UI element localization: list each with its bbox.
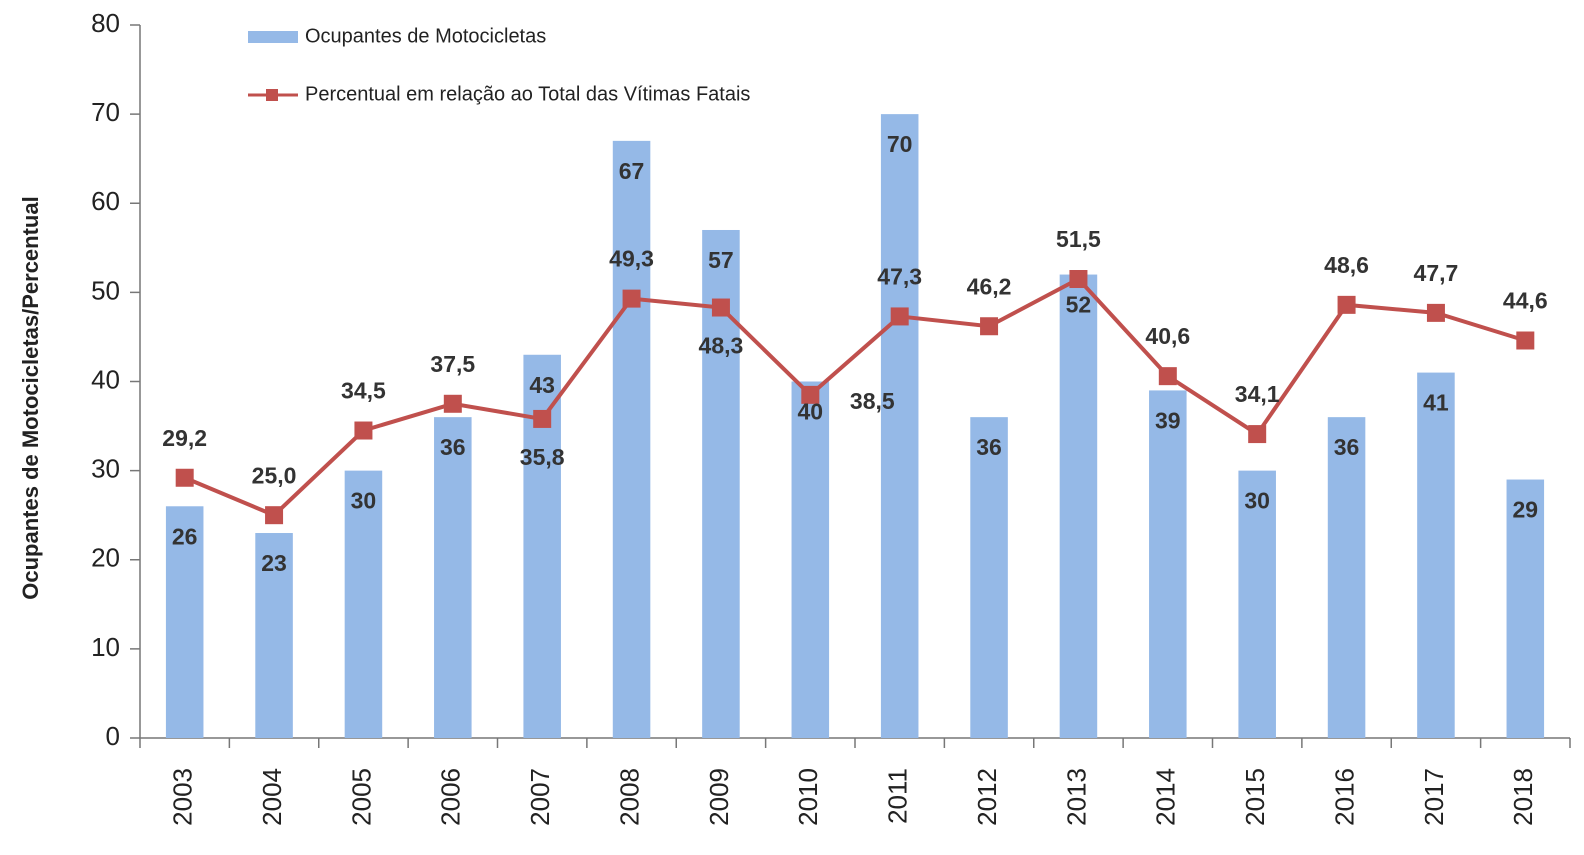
x-tick-label: 2016 [1329,768,1359,826]
marker [354,421,373,440]
x-tick-label: 2007 [525,768,555,826]
x-tick-label: 2003 [168,768,198,826]
bar [344,470,383,738]
marker [890,307,909,326]
data-label: 39 [1155,407,1181,433]
bar [165,506,204,738]
x-tick-label: 2013 [1061,768,1091,826]
x-tick-label: 2017 [1419,768,1449,826]
line [183,276,1526,518]
data-label: 70 [887,131,913,157]
x-tick-label: 2009 [704,768,734,826]
marker [1248,425,1267,444]
bar [434,417,472,738]
legend-label: Percentual em relação ao Total das Vítim… [305,83,750,105]
x-tick-label: 2015 [1240,768,1270,826]
marker [1158,367,1177,386]
bar [255,533,293,738]
y-axis-title: Ocupantes de Motocicletas/Percentual [18,196,43,599]
data-label: 37,5 [430,351,475,377]
data-label: 67 [619,158,645,184]
y-tick-label: 0 [106,721,120,751]
data-label: 35,8 [520,444,565,470]
legend-marker [266,89,278,101]
marker [1426,303,1445,322]
marker [980,317,999,336]
marker [175,468,194,487]
marker [1069,270,1088,289]
data-label: 38,5 [850,388,895,414]
y-tick-label: 70 [91,97,120,127]
x-tick-label: 2011 [883,768,913,824]
marker [533,409,552,428]
y-tick-label: 50 [91,275,120,305]
x-tick-label: 2018 [1508,768,1538,826]
x-tick-label: 2008 [614,768,644,826]
bar [1238,470,1276,738]
marker [443,394,462,413]
x-tick-label: 2005 [346,768,376,826]
data-label: 40 [798,399,824,425]
marker [1337,295,1356,314]
data-label: 57 [708,247,734,273]
data-label: 40,6 [1145,323,1190,349]
bar [1417,372,1455,738]
data-label: 30 [1244,488,1270,514]
bar [1327,417,1366,738]
data-label: 29 [1513,497,1539,523]
data-label: 36 [1334,434,1360,460]
data-label: 52 [1066,292,1092,318]
x-tick-label: 2014 [1151,768,1181,826]
marker [622,289,641,308]
marker [1516,331,1535,350]
bar [1506,479,1545,738]
bar [880,114,919,738]
bar [1149,390,1187,738]
data-label: 41 [1423,390,1449,416]
x-tick-label: 2010 [793,768,823,826]
marker [265,506,284,525]
x-tick-label: 2004 [257,768,287,826]
marker [711,298,730,317]
data-label: 34,1 [1235,381,1280,407]
x-tick-label: 2012 [972,768,1002,826]
data-label: 25,0 [252,462,297,488]
bar [970,417,1008,738]
marker [801,385,820,404]
x-tick-label: 2006 [436,768,466,826]
y-tick-label: 30 [91,454,120,484]
data-label: 36 [976,434,1002,460]
legend-swatch [248,31,298,43]
y-tick-label: 80 [91,8,120,38]
data-label: 48,6 [1324,252,1369,278]
y-tick-label: 20 [91,543,120,573]
data-label: 29,2 [162,425,207,451]
data-label: 26 [172,523,198,549]
y-tick-label: 60 [91,186,120,216]
data-label: 23 [261,550,287,576]
bar [1059,274,1098,738]
data-label: 36 [440,434,466,460]
data-label: 46,2 [967,273,1012,299]
bar [791,381,830,738]
y-tick-label: 40 [91,364,120,394]
data-label: 34,5 [341,378,386,404]
legend-label: Ocupantes de Motocicletas [305,25,546,47]
y-tick-label: 10 [91,632,120,662]
data-label: 47,3 [877,264,922,290]
data-label: 49,3 [609,246,654,272]
data-label: 47,7 [1414,260,1459,286]
data-label: 44,6 [1503,288,1548,314]
data-label: 51,5 [1056,226,1101,252]
data-label: 48,3 [699,333,744,359]
bar [612,140,651,739]
data-label: 30 [351,488,377,514]
data-label: 43 [529,372,555,398]
